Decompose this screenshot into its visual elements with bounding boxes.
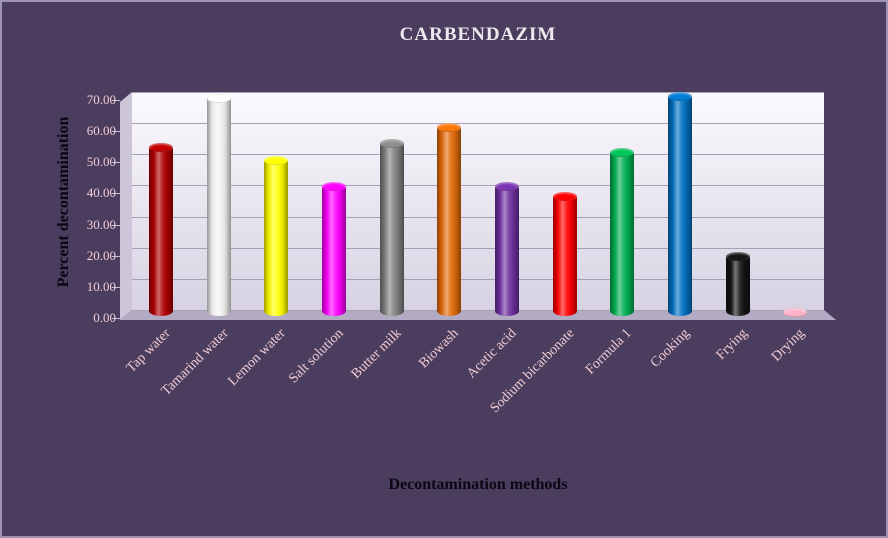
bar-top-ellipse (206, 93, 231, 103)
plot-floor (120, 310, 836, 320)
bar-body (148, 147, 173, 316)
bar-sodium-bicarbonate (552, 191, 577, 316)
bar-acetic-acid (494, 182, 519, 316)
bar-top-ellipse (321, 182, 346, 192)
bar-top-ellipse (725, 252, 750, 262)
gridline (132, 310, 824, 311)
bar-body (321, 186, 346, 316)
bar-top-ellipse (264, 155, 289, 165)
bar-shade (264, 160, 289, 316)
bar-shade (206, 98, 231, 316)
bar-body (725, 256, 750, 316)
bar-shade (321, 186, 346, 316)
bar-tap-water (148, 143, 173, 316)
y-tick-mark (112, 162, 120, 164)
y-tick-mark (112, 224, 120, 226)
gridline (132, 154, 824, 156)
bar-shade (379, 143, 404, 316)
bar-shade (494, 186, 519, 316)
bar-salt-solution (321, 182, 346, 316)
bar-tamarind-water (206, 93, 231, 316)
bar-shade (667, 96, 692, 316)
bar-shade (610, 152, 635, 316)
y-tick-label: 50.00 (86, 154, 116, 170)
bar-top-ellipse (667, 91, 692, 101)
bar-top-ellipse (552, 191, 577, 201)
gridline (132, 278, 824, 280)
bar-lemon-water (264, 155, 289, 316)
bar-biowash (437, 123, 462, 316)
bar-top-ellipse (783, 308, 808, 318)
y-tick-label: 0.00 (93, 310, 116, 325)
y-tick-mark (112, 131, 120, 133)
y-tick-label: 70.00 (86, 92, 116, 107)
bar-body (610, 152, 635, 316)
y-tick-mark (112, 100, 120, 101)
plot-side-wall (120, 92, 132, 320)
bar-top-ellipse (494, 182, 519, 192)
bar-body (437, 127, 462, 316)
y-tick-label: 30.00 (86, 216, 116, 232)
bar-cooking (667, 91, 692, 316)
gridline (132, 247, 824, 249)
bar-body (552, 196, 577, 316)
bar-shade (148, 147, 173, 316)
y-tick-label: 20.00 (86, 247, 116, 263)
bar-butter-milk (379, 138, 404, 316)
bar-shade (552, 196, 577, 316)
y-tick-mark (112, 286, 120, 288)
bar-body (494, 186, 519, 316)
bar-top-ellipse (610, 148, 635, 157)
gridline (132, 92, 824, 93)
y-tick-label: 10.00 (86, 278, 116, 294)
bar-top-ellipse (437, 123, 462, 133)
gridline (132, 216, 824, 218)
gridline (132, 185, 824, 187)
bar-drying (783, 308, 808, 318)
bar-shade (437, 127, 462, 316)
bar-body (206, 98, 231, 316)
y-tick-mark (112, 318, 120, 319)
bar-body (264, 160, 289, 316)
y-tick-mark (112, 255, 120, 257)
y-tick-label: 60.00 (86, 123, 116, 139)
bar-top-ellipse (379, 138, 404, 148)
x-axis-title: Decontamination methods (388, 476, 568, 493)
bar-body (667, 96, 692, 316)
bar-frying (725, 252, 750, 316)
bar-top-ellipse (148, 143, 173, 153)
bar-body (379, 143, 404, 316)
chart-title: CARBENDAZIM (399, 24, 557, 45)
y-tick-label: 40.00 (86, 185, 116, 201)
plot-back-wall (132, 92, 824, 310)
gridline (132, 123, 824, 125)
bar-formula-1 (610, 148, 635, 316)
y-tick-mark (112, 193, 120, 195)
bar-shade (725, 256, 750, 316)
